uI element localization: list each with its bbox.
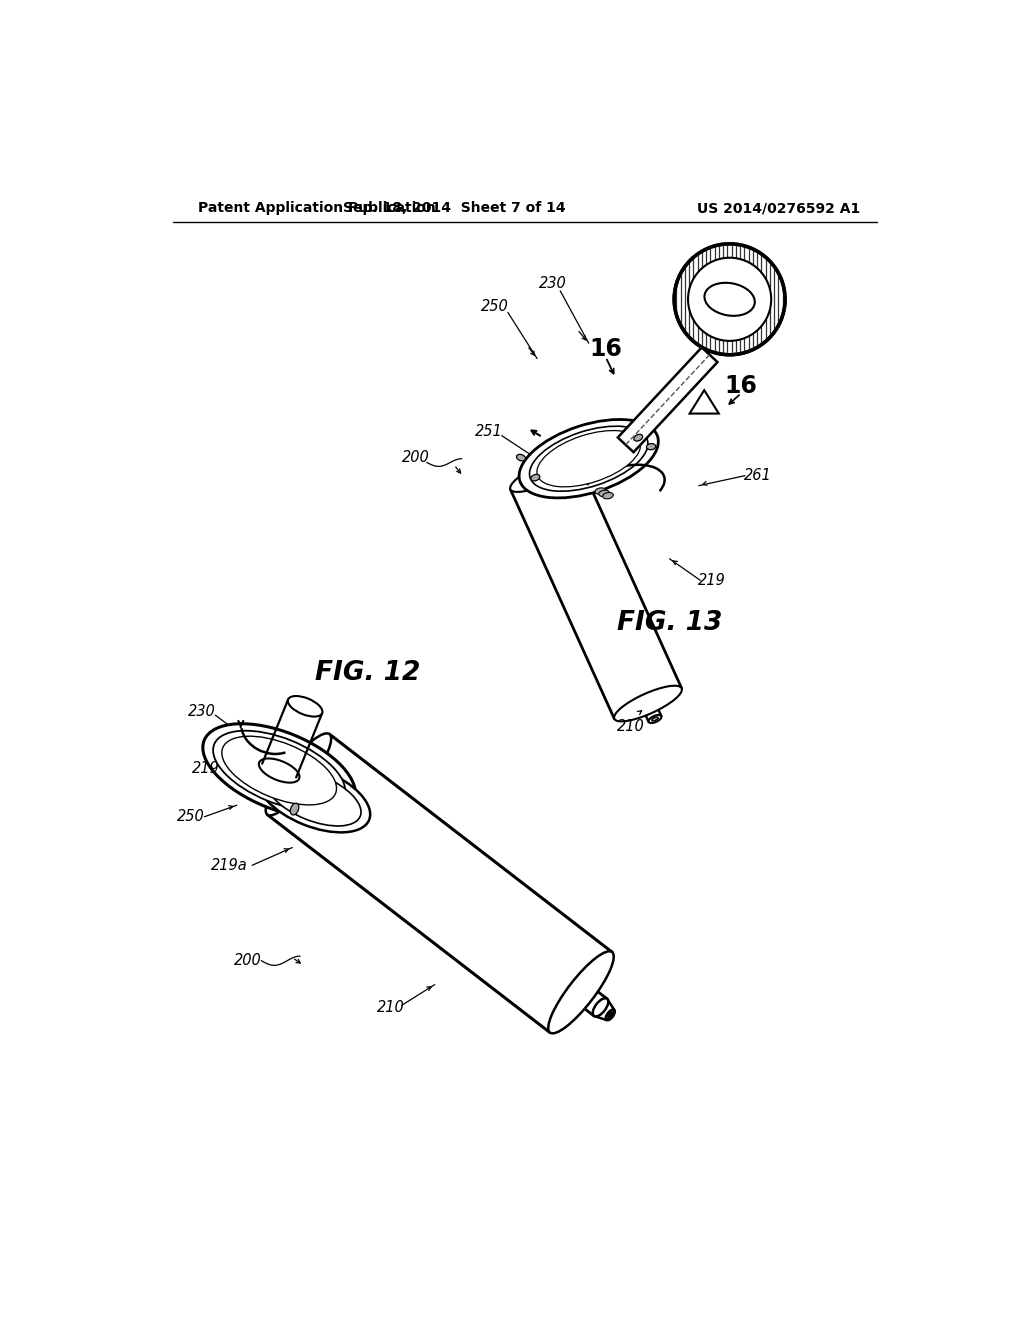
Ellipse shape: [266, 770, 361, 826]
Ellipse shape: [510, 457, 578, 492]
Ellipse shape: [603, 492, 613, 499]
Ellipse shape: [614, 685, 682, 722]
Ellipse shape: [222, 737, 337, 805]
Text: FIG. 12: FIG. 12: [315, 660, 421, 686]
Ellipse shape: [537, 430, 640, 487]
Text: 230: 230: [539, 276, 566, 290]
Ellipse shape: [265, 734, 331, 816]
Ellipse shape: [648, 715, 662, 723]
Ellipse shape: [529, 426, 648, 491]
Text: 200: 200: [233, 953, 261, 969]
Text: 219: 219: [193, 760, 220, 776]
Ellipse shape: [548, 952, 613, 1034]
Text: 261: 261: [744, 469, 772, 483]
Text: FIG. 13: FIG. 13: [616, 610, 722, 636]
Ellipse shape: [530, 474, 540, 480]
Polygon shape: [617, 347, 718, 453]
Ellipse shape: [674, 244, 785, 355]
Text: 251: 251: [475, 424, 503, 440]
Ellipse shape: [634, 434, 643, 441]
Text: 230: 230: [187, 704, 215, 719]
Ellipse shape: [605, 1010, 615, 1020]
Ellipse shape: [599, 490, 609, 496]
Ellipse shape: [607, 1011, 613, 1019]
Ellipse shape: [288, 696, 323, 717]
Text: 219: 219: [698, 573, 726, 587]
Text: 16: 16: [725, 375, 758, 399]
Text: 210: 210: [377, 1001, 404, 1015]
Ellipse shape: [291, 803, 299, 814]
Ellipse shape: [608, 1012, 612, 1018]
Ellipse shape: [646, 444, 655, 450]
Ellipse shape: [593, 998, 608, 1016]
Ellipse shape: [519, 420, 658, 498]
Text: US 2014/0276592 A1: US 2014/0276592 A1: [696, 202, 860, 215]
Ellipse shape: [516, 454, 525, 461]
Text: 250: 250: [481, 298, 509, 314]
Text: 250: 250: [177, 809, 205, 824]
Text: Sep. 18, 2014  Sheet 7 of 14: Sep. 18, 2014 Sheet 7 of 14: [343, 202, 565, 215]
Ellipse shape: [203, 723, 355, 817]
Text: 200: 200: [401, 450, 429, 465]
Text: 210: 210: [617, 719, 645, 734]
Text: Patent Application Publication: Patent Application Publication: [199, 202, 436, 215]
Ellipse shape: [213, 731, 345, 810]
Ellipse shape: [705, 282, 755, 315]
Ellipse shape: [595, 488, 605, 494]
Ellipse shape: [688, 257, 771, 341]
Ellipse shape: [257, 763, 371, 833]
Ellipse shape: [259, 759, 299, 783]
Ellipse shape: [651, 717, 658, 721]
Text: 219a: 219a: [211, 858, 248, 873]
Text: 16: 16: [589, 337, 623, 360]
